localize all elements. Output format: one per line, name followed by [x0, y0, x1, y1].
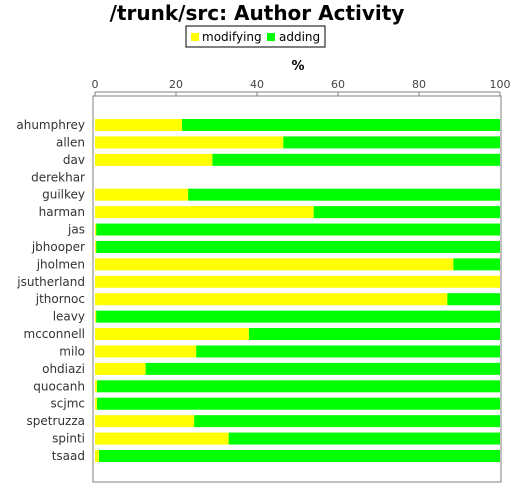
- bar-adding-milo: [196, 345, 500, 358]
- x-axis-title: %: [291, 59, 304, 74]
- bar-modifying-jbhooper: [95, 240, 97, 253]
- bars: [95, 119, 501, 462]
- legend-swatch-modifying: [191, 33, 199, 41]
- bar-modifying-guilkey: [95, 188, 189, 201]
- bar-adding-dav: [212, 153, 500, 166]
- category-label: jbhooper: [31, 240, 85, 254]
- bar-adding-mcconnell: [248, 328, 500, 341]
- bar-adding-jbhooper: [96, 240, 500, 253]
- bar-modifying-spetruzza: [95, 415, 195, 428]
- category-label: scjmc: [51, 397, 85, 411]
- category-label: quocanh: [33, 379, 85, 393]
- bar-adding-quocanh: [97, 380, 501, 393]
- x-tick-label: 80: [412, 78, 426, 91]
- bar-modifying-spinti: [95, 432, 229, 445]
- category-label: harman: [39, 205, 85, 219]
- bar-modifying-scjmc: [95, 397, 98, 410]
- bar-modifying-mcconnell: [95, 328, 249, 341]
- bar-modifying-jas: [95, 223, 97, 236]
- bar-modifying-quocanh: [95, 380, 98, 393]
- bar-adding-scjmc: [97, 397, 501, 410]
- category-label: jsutherland: [16, 275, 85, 289]
- bar-adding-ahumphrey: [182, 119, 500, 131]
- bar-modifying-milo: [95, 345, 197, 358]
- category-label: jthornoc: [35, 292, 85, 306]
- category-labels: ahumphrey allen dav derekhar guilkey harman ja…: [16, 118, 85, 463]
- bar-adding-spinti: [228, 432, 500, 445]
- x-axis: 0 20 40 60 80 100: [92, 78, 511, 96]
- category-label: jas: [67, 223, 85, 237]
- bar-modifying-jsutherland: [95, 275, 500, 288]
- legend-swatch-adding: [267, 33, 275, 41]
- category-label: jholmen: [36, 257, 85, 271]
- bar-adding-jholmen: [453, 258, 500, 271]
- category-label: guilkey: [42, 188, 85, 202]
- legend-frame: [185, 25, 326, 48]
- bar-adding-allen: [283, 136, 500, 149]
- category-label: spinti: [52, 432, 85, 446]
- legend-label-modifying: modifying: [202, 30, 262, 44]
- bar-modifying-ahumphrey: [95, 119, 183, 131]
- bar-modifying-jholmen: [95, 258, 454, 271]
- bar-modifying-ohdiazi: [95, 362, 146, 375]
- category-label: tsaad: [52, 449, 85, 463]
- chart-title: /trunk/src: Author Activity: [110, 1, 405, 25]
- legend: modifying adding: [185, 25, 326, 48]
- legend-label-adding: adding: [279, 30, 320, 44]
- x-tick-label: 20: [169, 78, 183, 91]
- category-label: spetruzza: [27, 414, 85, 428]
- bar-adding-spetruzza: [194, 415, 500, 428]
- category-label: ohdiazi: [42, 362, 85, 376]
- category-label: derekhar: [31, 170, 85, 184]
- bar-adding-ohdiazi: [145, 362, 500, 375]
- category-label: milo: [59, 344, 85, 358]
- bar-modifying-jthornoc: [95, 293, 448, 306]
- category-label: mcconnell: [24, 327, 86, 341]
- bar-modifying-tsaad: [95, 449, 100, 462]
- bar-adding-jthornoc: [447, 293, 500, 306]
- x-tick-label: 100: [490, 78, 511, 91]
- bar-modifying-dav: [95, 153, 213, 166]
- category-label: dav: [63, 153, 85, 167]
- bar-modifying-harman: [95, 206, 314, 219]
- bar-adding-guilkey: [188, 188, 500, 201]
- bar-adding-jas: [96, 223, 500, 236]
- x-tick-label: 60: [331, 78, 345, 91]
- category-label: allen: [56, 135, 85, 149]
- bar-modifying-allen: [95, 136, 284, 149]
- category-label: ahumphrey: [16, 118, 85, 132]
- x-tick-label: 0: [92, 78, 99, 91]
- x-tick-label: 40: [250, 78, 264, 91]
- bar-adding-harman: [313, 206, 500, 219]
- category-label: leavy: [53, 310, 85, 324]
- bar-adding-tsaad: [99, 449, 501, 462]
- bar-adding-leavy: [96, 310, 500, 323]
- bar-modifying-leavy: [95, 310, 97, 323]
